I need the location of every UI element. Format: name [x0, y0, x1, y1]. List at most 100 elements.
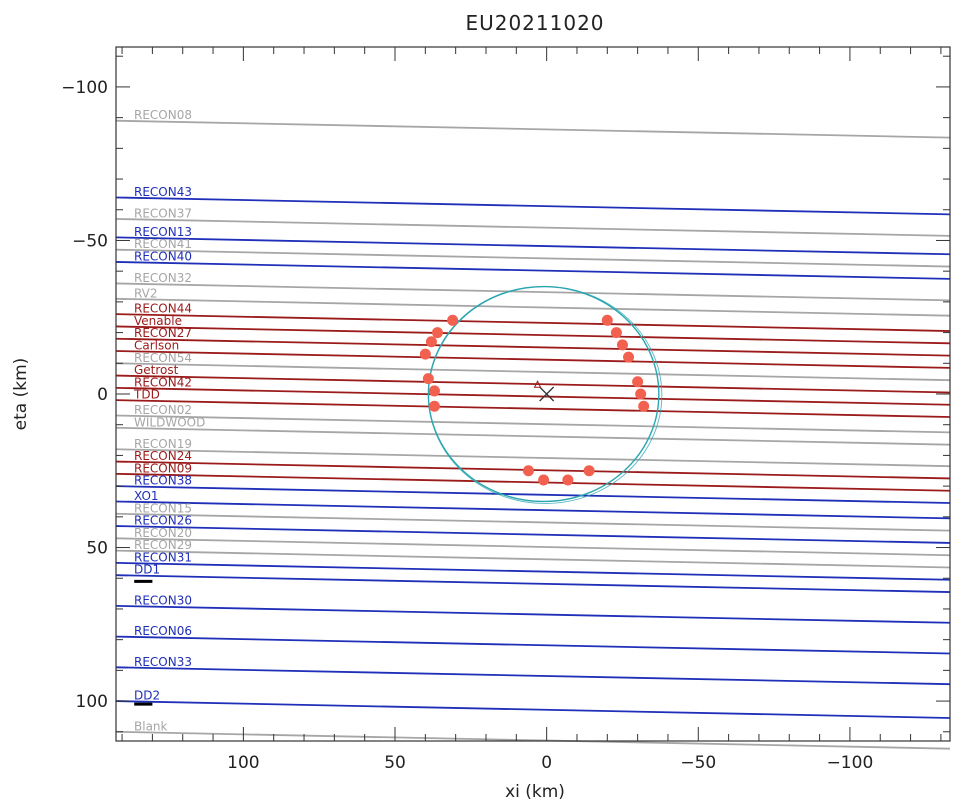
- chord-line-10: [115, 337, 951, 357]
- chord-line-32: [115, 700, 951, 719]
- chord-line-28: [115, 574, 951, 593]
- x-axis-label: xi (km): [505, 782, 565, 802]
- chord-label-11: Carlson: [134, 339, 179, 353]
- chord-line-7: [115, 297, 951, 317]
- event-point-2: [425, 336, 437, 348]
- center-mark: [539, 386, 555, 402]
- chord-label-33: Blank: [134, 719, 168, 733]
- chord-line-0: [115, 119, 951, 139]
- chord-label-0: RECON08: [134, 108, 192, 122]
- x-tick-label-3: −50: [680, 753, 716, 773]
- chord-line-25: [115, 537, 951, 557]
- chord-label-10: RECON27: [134, 326, 192, 340]
- chord-label-24: RECON26: [134, 514, 192, 528]
- plot-frame: [115, 46, 951, 742]
- chord-line-14: [115, 386, 951, 406]
- event-point-6: [428, 400, 440, 412]
- event-point-0: [447, 314, 459, 326]
- triangle-mark: [533, 380, 542, 388]
- chord-label-28: DD1: [134, 563, 160, 577]
- chord-line-24: [115, 525, 951, 544]
- chord-label-12: RECON54: [134, 351, 192, 365]
- chord-line-15: [115, 399, 951, 418]
- chord-line-11: [115, 350, 951, 369]
- y-tick-label-2: 0: [97, 385, 108, 405]
- event-point-3: [419, 348, 431, 360]
- y-tick-label-4: 100: [76, 692, 108, 712]
- chord-label-29: RECON30: [134, 593, 192, 607]
- chart-title: EU20211020: [465, 11, 604, 35]
- event-point-8: [610, 327, 622, 339]
- chord-line-22: [115, 500, 951, 520]
- chord-label-27: RECON31: [134, 550, 192, 564]
- chord-label-22: XO1: [134, 489, 159, 503]
- chord-line-30: [115, 635, 951, 655]
- chord-label-26: RECON29: [134, 538, 192, 552]
- y-axis-label: eta (km): [11, 358, 31, 431]
- chord-label-19: RECON24: [134, 449, 192, 463]
- chord-label-3: RECON13: [134, 225, 192, 239]
- chord-line-23: [115, 512, 951, 532]
- chord-label-17: WILDWOOD: [134, 415, 205, 429]
- chord-label-16: RECON02: [134, 403, 192, 417]
- chord-line-12: [115, 362, 951, 382]
- chords-layer: RECON08RECON43RECON37RECON13RECON41RECON…: [115, 108, 951, 750]
- event-point-7: [601, 314, 613, 326]
- chord-line-6: [115, 282, 951, 302]
- event-point-10: [623, 351, 635, 363]
- chord-line-16: [115, 414, 951, 434]
- chord-line-18: [115, 448, 951, 468]
- event-point-9: [616, 339, 628, 351]
- limb-layer: [427, 285, 663, 504]
- chord-line-1: [115, 196, 951, 216]
- points-layer: [419, 314, 650, 486]
- chord-label-8: RECON44: [134, 302, 192, 316]
- event-point-17: [583, 465, 595, 477]
- chord-line-2: [115, 218, 951, 237]
- chord-label-20: RECON09: [134, 461, 192, 475]
- chord-line-9: [115, 325, 951, 345]
- y-tick-label-0: −100: [61, 78, 108, 98]
- x-tick-label-2: 0: [541, 753, 552, 773]
- chord-line-3: [115, 236, 951, 256]
- x-tick-label-4: −100: [827, 753, 874, 773]
- event-point-15: [538, 474, 550, 486]
- chord-line-17: [115, 426, 951, 446]
- chord-label-7: RV2: [134, 286, 158, 300]
- event-point-5: [428, 385, 440, 397]
- chord-label-2: RECON37: [134, 206, 192, 220]
- limb-ellipse-alt: [427, 286, 663, 504]
- event-point-14: [522, 465, 534, 477]
- chord-label-30: RECON06: [134, 624, 192, 638]
- chord-label-32: DD2: [134, 689, 160, 703]
- chord-line-13: [115, 374, 951, 394]
- chord-line-33: [115, 730, 951, 750]
- chord-label-23: RECON15: [134, 501, 192, 515]
- chord-line-26: [115, 549, 951, 569]
- chord-line-21: [115, 485, 951, 504]
- chord-label-4: RECON41: [134, 237, 192, 251]
- y-tick-label-1: −50: [72, 231, 108, 251]
- chord-line-4: [115, 248, 951, 268]
- event-point-11: [632, 376, 644, 388]
- y-tick-label-3: 50: [86, 539, 108, 559]
- center-mark-stroke-b: [539, 386, 555, 402]
- chord-line-31: [115, 666, 951, 686]
- chord-label-31: RECON33: [134, 655, 192, 669]
- chord-label-14: RECON42: [134, 375, 192, 389]
- event-point-1: [431, 327, 443, 339]
- short-bars-layer: [134, 579, 153, 706]
- ticks-layer: 100 50 0 −50 −100 −100 −50 0 50 100: [61, 47, 950, 773]
- event-point-12: [635, 388, 647, 400]
- chord-label-1: RECON43: [134, 185, 192, 199]
- chord-label-6: RECON32: [134, 271, 192, 285]
- chord-label-13: Getrost: [134, 363, 179, 377]
- chord-label-18: RECON19: [134, 437, 192, 451]
- event-point-4: [422, 373, 434, 385]
- chord-label-25: RECON20: [134, 526, 192, 540]
- chord-label-5: RECON40: [134, 249, 192, 263]
- x-tick-label-0: 100: [227, 753, 259, 773]
- chord-line-5: [115, 261, 951, 280]
- x-tick-label-1: 50: [384, 753, 406, 773]
